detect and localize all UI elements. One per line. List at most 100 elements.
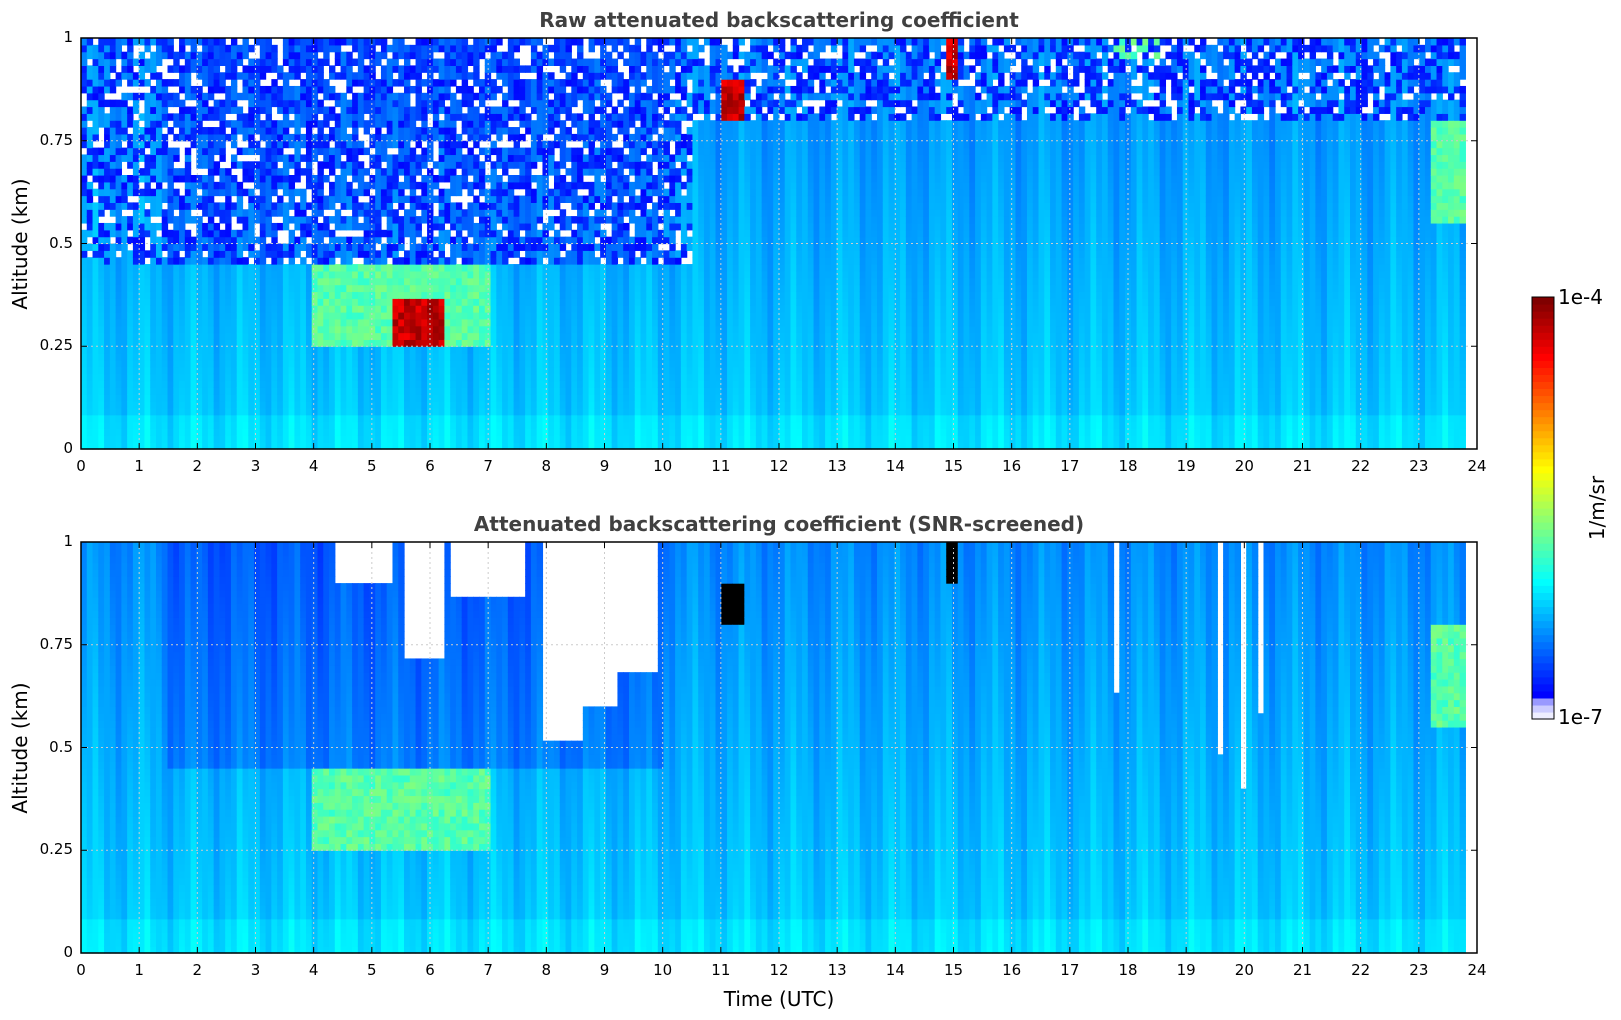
heatmap-cell bbox=[392, 332, 399, 340]
heatmap-cell bbox=[109, 421, 117, 430]
heatmap-cell bbox=[115, 236, 122, 245]
heatmap-cell bbox=[490, 401, 497, 409]
heatmap-cell bbox=[225, 243, 232, 251]
heatmap-cell bbox=[115, 346, 122, 354]
heatmap-cell bbox=[98, 366, 105, 375]
heatmap-cell bbox=[588, 106, 595, 114]
heatmap-cell bbox=[202, 298, 209, 306]
heatmap-cell bbox=[109, 435, 117, 443]
heatmap-cell bbox=[548, 79, 555, 87]
heatmap-cell bbox=[282, 216, 290, 224]
heatmap-cell bbox=[467, 127, 474, 135]
heatmap-cell bbox=[352, 332, 359, 340]
heatmap-cell bbox=[380, 175, 388, 183]
heatmap-cell bbox=[600, 325, 607, 334]
heatmap-cell bbox=[588, 92, 595, 101]
heatmap-cell bbox=[467, 270, 474, 279]
heatmap-cell bbox=[582, 168, 590, 176]
heatmap-cell bbox=[121, 133, 128, 142]
heatmap-cell bbox=[179, 243, 186, 251]
heatmap-cell bbox=[213, 325, 221, 334]
heatmap-cell bbox=[450, 51, 457, 60]
heatmap-cell bbox=[294, 222, 301, 231]
heatmap-cell bbox=[467, 202, 474, 210]
heatmap-cell bbox=[571, 421, 578, 430]
heatmap-cell bbox=[611, 243, 619, 251]
heatmap-cell bbox=[352, 202, 359, 210]
heatmap-cell bbox=[467, 298, 474, 306]
heatmap-cell bbox=[473, 236, 480, 245]
heatmap-cell bbox=[109, 401, 117, 409]
heatmap-cell bbox=[577, 305, 584, 313]
heatmap-cell bbox=[179, 222, 186, 231]
heatmap-cell bbox=[594, 380, 601, 388]
heatmap-cell bbox=[392, 181, 399, 190]
heatmap-cell bbox=[605, 58, 613, 66]
heatmap-cell bbox=[577, 79, 584, 87]
heatmap-cell bbox=[144, 305, 151, 313]
heatmap-cell bbox=[340, 366, 347, 375]
heatmap-cell bbox=[553, 120, 561, 128]
heatmap-cell bbox=[248, 318, 255, 327]
heatmap-cell bbox=[190, 401, 197, 409]
heatmap-cell bbox=[294, 188, 301, 197]
heatmap-cell bbox=[577, 154, 584, 162]
heatmap-cell bbox=[502, 257, 509, 265]
heatmap-cell bbox=[502, 401, 509, 409]
heatmap-cell bbox=[254, 236, 261, 245]
heatmap-cell bbox=[502, 65, 509, 73]
heatmap-cell bbox=[305, 428, 313, 436]
heatmap-cell bbox=[219, 175, 226, 183]
heatmap-cell bbox=[380, 209, 388, 217]
heatmap-cell bbox=[230, 175, 238, 183]
heatmap-cell bbox=[594, 38, 601, 46]
heatmap-cell bbox=[271, 168, 278, 176]
heatmap-cell bbox=[438, 161, 445, 169]
heatmap-cell bbox=[502, 442, 509, 450]
heatmap-cell bbox=[415, 407, 422, 416]
heatmap-cell bbox=[432, 106, 440, 114]
heatmap-cell bbox=[265, 65, 272, 73]
heatmap-cell bbox=[282, 38, 290, 46]
heatmap-cell bbox=[432, 127, 440, 135]
heatmap-cell bbox=[277, 154, 284, 162]
heatmap-cell bbox=[490, 127, 497, 135]
heatmap-cell bbox=[323, 435, 330, 443]
heatmap-cell bbox=[496, 291, 503, 299]
heatmap-cell bbox=[432, 113, 440, 121]
heatmap-cell bbox=[219, 407, 226, 416]
heatmap-cell bbox=[213, 407, 221, 416]
heatmap-cell bbox=[490, 85, 497, 94]
heatmap-cell bbox=[81, 51, 88, 60]
heatmap-cell bbox=[502, 387, 509, 395]
heatmap-cell bbox=[346, 51, 353, 60]
heatmap-cell bbox=[605, 257, 613, 265]
heatmap-cell bbox=[594, 394, 601, 402]
heatmap-cell bbox=[600, 202, 607, 210]
heatmap-cell bbox=[305, 181, 313, 190]
heatmap-cell bbox=[115, 127, 122, 135]
heatmap-cell bbox=[340, 435, 347, 443]
heatmap-cell bbox=[340, 373, 347, 382]
heatmap-cell bbox=[605, 127, 613, 135]
heatmap-cell bbox=[225, 407, 232, 416]
heatmap-cell bbox=[98, 51, 105, 60]
heatmap-cell bbox=[380, 188, 388, 197]
heatmap-cell bbox=[380, 140, 388, 149]
heatmap-cell bbox=[282, 359, 290, 368]
heatmap-cell bbox=[605, 51, 613, 60]
heatmap-cell bbox=[605, 442, 613, 450]
heatmap-cell bbox=[450, 318, 457, 327]
heatmap-cell bbox=[92, 353, 99, 361]
heatmap-cell bbox=[248, 394, 255, 402]
heatmap-cell bbox=[444, 339, 451, 347]
heatmap-cell bbox=[323, 58, 330, 66]
heatmap-cell bbox=[565, 394, 572, 402]
heatmap-cell bbox=[184, 305, 192, 313]
heatmap-cell bbox=[409, 414, 417, 423]
heatmap-cell bbox=[432, 298, 440, 306]
heatmap-cell bbox=[594, 305, 601, 313]
heatmap-cell bbox=[109, 140, 117, 149]
heatmap-cell bbox=[184, 394, 192, 402]
heatmap-cell bbox=[196, 58, 203, 66]
